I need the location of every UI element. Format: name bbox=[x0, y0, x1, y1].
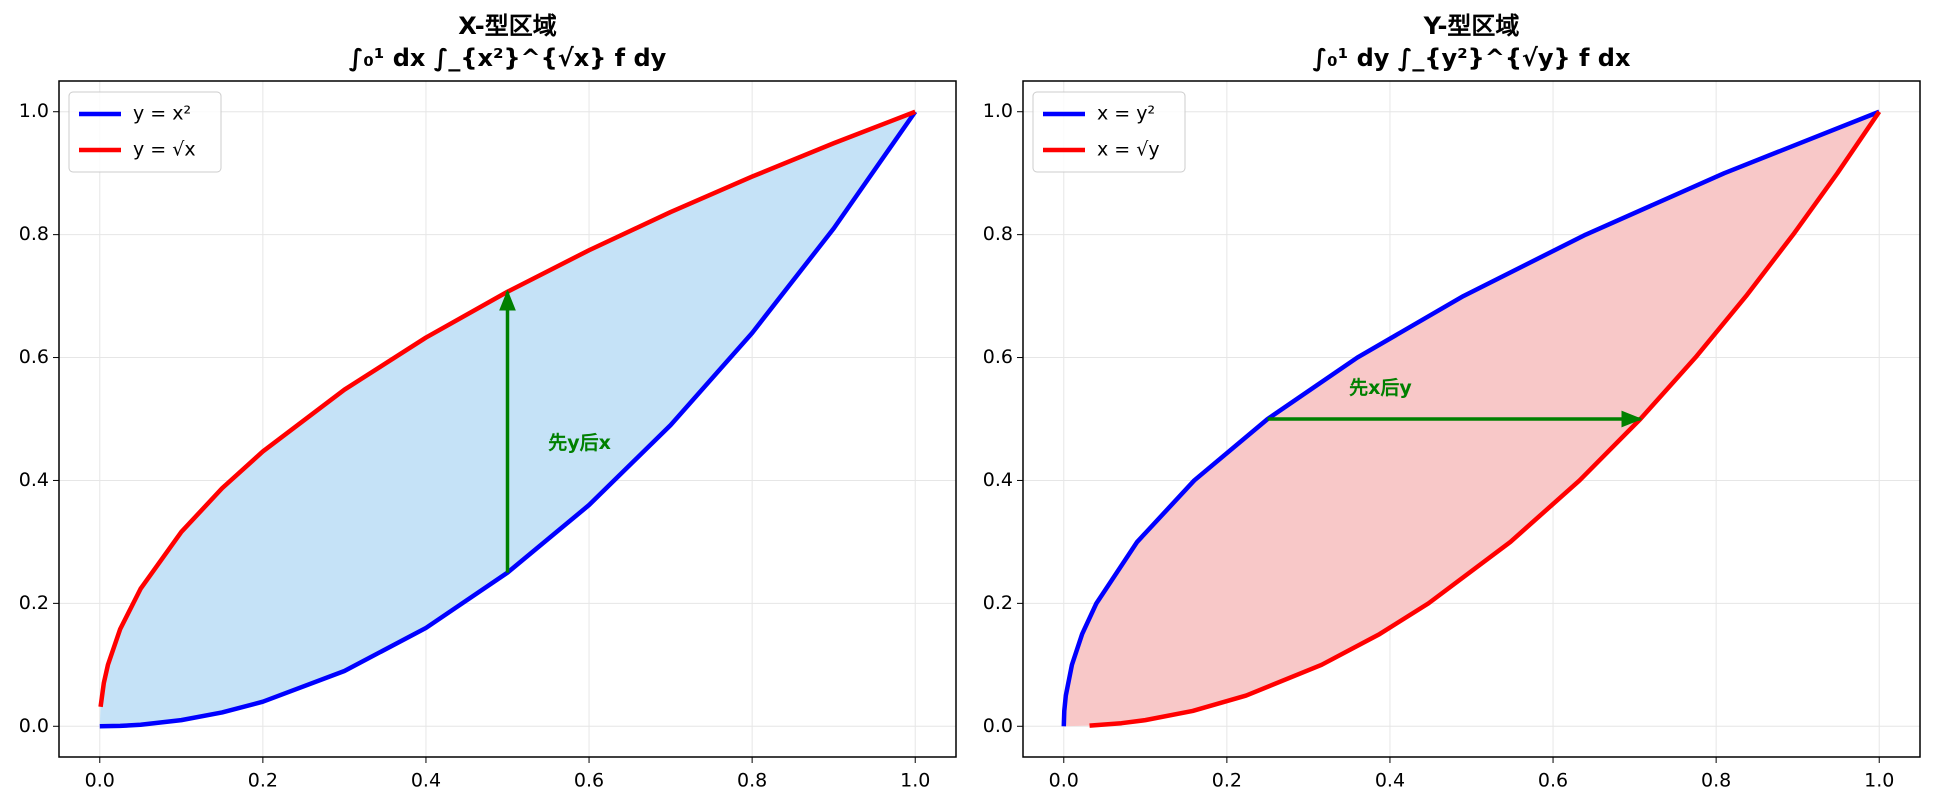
legend-label: y = x² bbox=[133, 103, 191, 125]
axes-frame bbox=[1022, 80, 1921, 758]
curve bbox=[1089, 110, 1882, 728]
legend-label: y = √x bbox=[133, 139, 196, 161]
curve bbox=[1061, 109, 1881, 727]
chart-title: Y-型区域 bbox=[1423, 12, 1520, 40]
x-tick-label: 0.0 bbox=[1049, 770, 1079, 792]
chart-subtitle: ∫₀¹ dy ∫_{y²}^{√y} f dx bbox=[1313, 44, 1631, 72]
y-tick-label: 0.6 bbox=[19, 346, 49, 368]
x-tick-label: 0.0 bbox=[85, 770, 115, 792]
x-tick-label: 0.8 bbox=[737, 770, 767, 792]
y-tick-label: 0.0 bbox=[19, 715, 49, 737]
y-tick-label: 0.0 bbox=[983, 715, 1013, 737]
axes-frame bbox=[58, 80, 957, 758]
x-tick-label: 0.8 bbox=[1701, 770, 1731, 792]
annotation: 先x后y bbox=[1349, 376, 1412, 399]
annotation: 先y后x bbox=[548, 431, 611, 454]
y-tick-label: 0.8 bbox=[19, 223, 49, 245]
legend-label: x = y² bbox=[1097, 103, 1155, 125]
x-tick-label: 0.2 bbox=[1212, 770, 1242, 792]
y-tick-label: 1.0 bbox=[19, 100, 49, 122]
chart-title: X-型区域 bbox=[458, 12, 557, 40]
y-tick-label: 0.4 bbox=[19, 469, 49, 491]
y-tick-label: 1.0 bbox=[983, 100, 1013, 122]
y-tick-label: 0.4 bbox=[983, 469, 1013, 491]
curve bbox=[98, 109, 917, 708]
y-tick-label: 0.2 bbox=[983, 592, 1013, 614]
axes: X-型区域 ∫₀¹ dx ∫_{x²}^{√x} f dy 0.0 0.2 0.4 0.6… bbox=[19, 12, 957, 792]
x-tick-label: 0.6 bbox=[1538, 770, 1568, 792]
axes: Y-型区域 ∫₀¹ dy ∫_{y²}^{√y} f dx 0.0 0.2 0.4 0.6… bbox=[983, 12, 1921, 792]
legend-label: x = √y bbox=[1097, 139, 1160, 161]
y-tick-label: 0.8 bbox=[983, 223, 1013, 245]
x-tick-label: 0.2 bbox=[248, 770, 278, 792]
curve bbox=[99, 110, 918, 729]
x-tick-label: 1.0 bbox=[900, 770, 930, 792]
x-tick-label: 1.0 bbox=[1864, 770, 1894, 792]
y-tick-label: 0.6 bbox=[983, 346, 1013, 368]
x-tick-label: 0.4 bbox=[1375, 770, 1405, 792]
chart-subtitle: ∫₀¹ dx ∫_{x²}^{√x} f dy bbox=[349, 44, 667, 72]
y-tick-label: 0.2 bbox=[19, 592, 49, 614]
x-tick-label: 0.4 bbox=[411, 770, 441, 792]
x-tick-label: 0.6 bbox=[574, 770, 604, 792]
